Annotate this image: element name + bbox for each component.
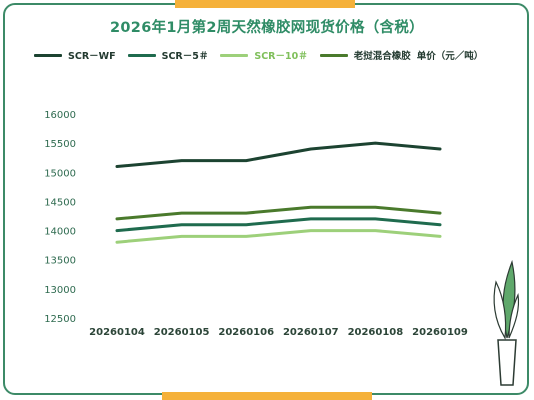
- chart-title: 2026年1月第2周天然橡胶网现货价格（含税）: [110, 20, 424, 36]
- legend-label-scr-wf: SCR－WF: [68, 51, 116, 62]
- legend-swatch-scr-5: [127, 53, 156, 57]
- legend-label-scr-5: SCR－5＃: [161, 51, 209, 62]
- legend-swatch-laos-mixed: [319, 53, 348, 57]
- y-tick-label: 13000: [44, 285, 76, 296]
- x-tick-label: 20260106: [218, 327, 274, 338]
- y-tick-label: 16000: [44, 110, 76, 121]
- y-tick-label: 15000: [44, 168, 76, 179]
- series-line-2: [115, 229, 442, 244]
- legend-label-scr-10: SCR－10＃: [254, 51, 308, 62]
- legend-label-laos-mixed: 老挝混合橡胶: [353, 51, 411, 62]
- series-line-1: [115, 217, 442, 233]
- x-tick-label: 20260105: [154, 327, 210, 338]
- x-tick-label: 20260104: [89, 327, 145, 338]
- y-tick-label: 14500: [44, 197, 76, 208]
- legend-item-scr-wf: SCR－WF: [34, 48, 116, 62]
- top-accent-bar: [175, 0, 355, 8]
- series-line-3: [115, 205, 442, 221]
- card-frame: [3, 3, 529, 395]
- legend-item-scr-5: SCR－5＃: [127, 48, 209, 62]
- legend-item-laos-mixed: 老挝混合橡胶 单价（元／吨）: [319, 48, 484, 62]
- unit-label: 单价（元／吨）: [416, 51, 484, 62]
- bottom-accent-bar: [162, 392, 372, 400]
- x-tick-label: 20260109: [412, 327, 468, 338]
- y-tick-label: 12500: [44, 314, 76, 325]
- chart-legend: SCR－WF SCR－5＃ SCR－10＃ 老挝混合橡胶 单价（元／吨）: [34, 47, 495, 63]
- series-line-0: [115, 141, 442, 168]
- y-tick-label: 13500: [44, 256, 76, 267]
- x-tick-label: 20260108: [348, 327, 404, 338]
- x-tick-label: 20260107: [283, 327, 339, 338]
- plant-decoration-icon: [493, 259, 520, 386]
- y-tick-label: 14000: [44, 227, 76, 238]
- y-tick-label: 15500: [44, 139, 76, 150]
- legend-item-scr-10: SCR－10＃: [220, 48, 308, 62]
- legend-swatch-scr-10: [220, 53, 249, 57]
- legend-swatch-scr-wf: [34, 53, 62, 57]
